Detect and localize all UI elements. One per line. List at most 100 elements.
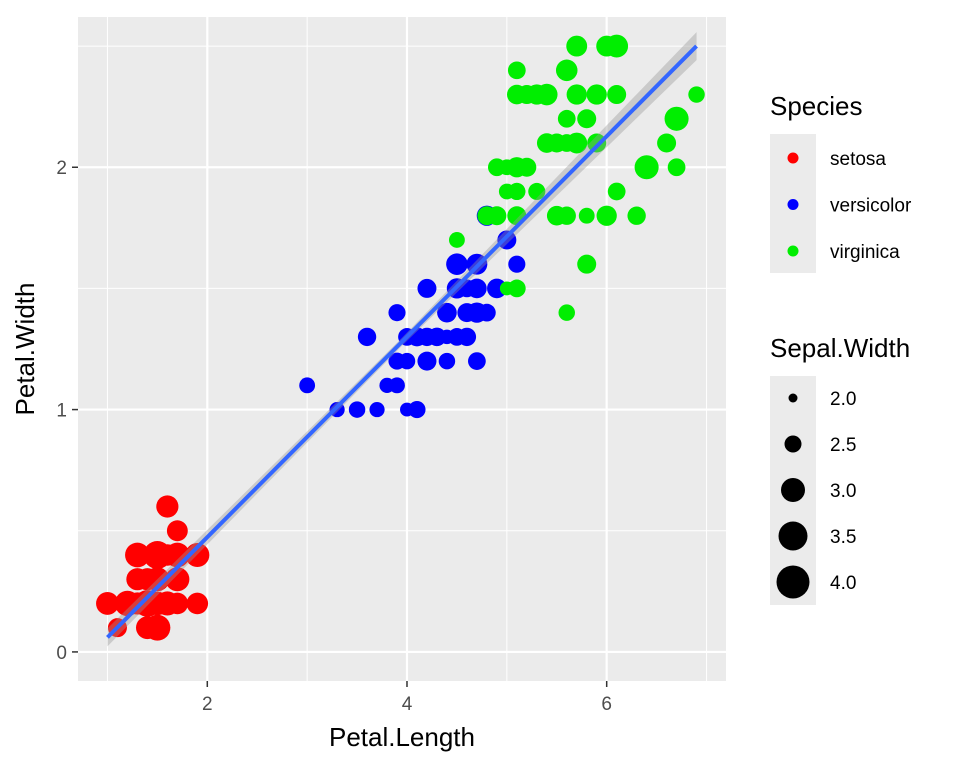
- data-point: [146, 544, 169, 566]
- data-point: [427, 327, 447, 347]
- grid-lines: [78, 17, 726, 681]
- size-key-3.0: [781, 478, 805, 502]
- x-axis-title: Petal.Length: [329, 722, 475, 752]
- data-point: [348, 401, 366, 418]
- data-point: [587, 133, 607, 153]
- legend-key-setosa: [787, 152, 799, 164]
- y-tick-label: 1: [56, 401, 67, 422]
- data-point: [517, 157, 537, 177]
- data-point: [417, 351, 437, 371]
- data-point: [135, 616, 159, 640]
- data-point: [487, 158, 506, 177]
- series-versicolor: [299, 205, 526, 419]
- data-point: [186, 592, 209, 615]
- data-point: [596, 205, 617, 226]
- axes: 2 4 6 0 1 2: [56, 158, 612, 715]
- data-point: [528, 182, 546, 201]
- y-tick-label: 2: [56, 158, 67, 179]
- data-point: [657, 133, 677, 153]
- y-tick-label: 0: [56, 643, 67, 664]
- data-point: [667, 158, 686, 177]
- data-points: [96, 34, 705, 641]
- data-point: [166, 520, 188, 542]
- data-point: [299, 377, 316, 394]
- size-label-2.0: 2.0: [830, 389, 856, 410]
- size-key-3.5: [778, 521, 808, 551]
- data-point: [457, 327, 477, 347]
- legend-label-setosa: setosa: [830, 149, 886, 170]
- color-legend-title: Species: [770, 91, 863, 121]
- data-point: [417, 278, 437, 298]
- x-tick-label: 4: [402, 694, 413, 715]
- data-point: [558, 304, 575, 321]
- data-point: [557, 134, 576, 152]
- size-legend-title: Sepal.Width: [770, 333, 910, 363]
- data-point: [605, 34, 629, 58]
- data-point: [379, 377, 395, 393]
- size-key-2.0: [788, 393, 798, 403]
- legend: Species Sepal.Width setosa versicolor virg…: [770, 91, 912, 605]
- data-point: [557, 109, 576, 128]
- data-point: [498, 183, 515, 200]
- data-point: [634, 155, 659, 180]
- data-point: [457, 303, 477, 323]
- data-point: [477, 206, 497, 226]
- data-point: [517, 85, 537, 105]
- data-point: [508, 255, 526, 273]
- size-label-3.5: 3.5: [830, 527, 856, 548]
- data-point: [607, 182, 626, 201]
- data-point: [446, 253, 468, 275]
- data-point: [437, 303, 457, 323]
- legend-key-virginica: [787, 245, 799, 257]
- data-point: [398, 352, 416, 370]
- data-point: [627, 206, 646, 225]
- data-point: [136, 593, 158, 614]
- size-label-4.0: 4.0: [830, 573, 856, 594]
- size-label-3.0: 3.0: [830, 481, 856, 502]
- size-key-4.0: [776, 565, 810, 599]
- trend-line-group: [106, 32, 698, 647]
- data-point: [408, 401, 426, 419]
- legend-key-versicolor: [787, 199, 799, 210]
- data-point: [388, 304, 406, 322]
- x-tick-label: 2: [202, 694, 213, 715]
- y-axis-title: Petal.Width: [10, 283, 40, 416]
- data-point: [577, 109, 597, 129]
- data-point: [578, 207, 595, 224]
- data-point: [467, 278, 487, 299]
- data-point: [536, 133, 557, 153]
- x-tick-label: 6: [601, 694, 612, 715]
- data-point: [566, 35, 588, 57]
- data-point: [438, 352, 456, 370]
- data-point: [566, 84, 587, 105]
- data-point: [607, 85, 627, 105]
- data-point: [664, 106, 689, 131]
- legend-label-virginica: virginica: [830, 242, 900, 263]
- data-point: [556, 60, 577, 81]
- data-point: [546, 205, 567, 226]
- data-point: [448, 232, 465, 248]
- data-point: [536, 83, 558, 106]
- trend-line: [106, 44, 698, 639]
- data-point: [125, 542, 150, 568]
- data-point: [688, 86, 705, 103]
- data-point: [577, 254, 597, 274]
- legend-label-versicolor: versicolor: [830, 196, 912, 217]
- data-point: [507, 61, 526, 80]
- data-point: [137, 569, 157, 589]
- data-point: [357, 327, 377, 347]
- data-point: [488, 280, 505, 297]
- size-label-2.5: 2.5: [830, 435, 856, 456]
- data-point: [96, 592, 119, 615]
- data-point: [507, 279, 526, 298]
- data-point: [497, 230, 517, 250]
- data-point: [468, 352, 486, 370]
- series-virginica: [448, 34, 705, 321]
- data-point: [478, 303, 496, 322]
- data-point: [185, 542, 210, 568]
- data-point: [156, 495, 179, 518]
- data-point: [369, 401, 385, 418]
- data-point: [586, 84, 607, 105]
- size-key-2.5: [784, 435, 802, 453]
